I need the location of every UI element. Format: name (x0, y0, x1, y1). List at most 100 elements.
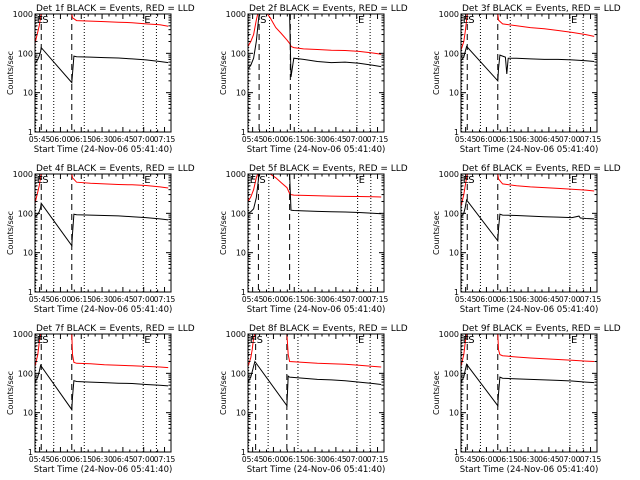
x-tick-label: 07:15 (580, 295, 602, 304)
marker-label: E (571, 335, 577, 346)
y-tick-label: 1000 (226, 330, 246, 339)
y-tick-label: 100 (231, 49, 246, 58)
panel-title: Det 6f BLACK = Events, RED = LLD (462, 164, 621, 174)
x-tick-label: 06:45 (325, 455, 347, 464)
marker-label: E (37, 335, 43, 346)
y-tick-label: 10 (449, 89, 459, 98)
marker-label: E (359, 175, 365, 186)
y-tick-label: 100 (18, 369, 33, 378)
marker-label: S (42, 15, 48, 26)
plot-area (35, 174, 169, 292)
series-line-red (461, 334, 595, 367)
y-tick-label: 100 (444, 49, 459, 58)
x-tick-label: 06:00 (476, 455, 498, 464)
x-tick-label: 06:15 (283, 455, 305, 464)
x-axis-label: Start Time (24-Nov-06 05:41:40) (34, 145, 173, 155)
series-line-black (248, 14, 382, 78)
x-tick-label: 07:00 (346, 295, 368, 304)
y-tick-label: 1 (28, 448, 33, 457)
x-axis-label: Start Time (24-Nov-06 05:41:40) (247, 305, 386, 315)
axes-frame (247, 173, 385, 293)
axes-frame (460, 333, 598, 453)
series-line-red (248, 174, 382, 202)
x-tick-label: 06:15 (496, 295, 518, 304)
x-axis-label: Start Time (24-Nov-06 05:41:40) (460, 465, 599, 475)
panel-title: Det 4f BLACK = Events, RED = LLD (36, 164, 195, 174)
series-line-red (35, 174, 169, 204)
x-axis-label: Start Time (24-Nov-06 05:41:40) (34, 305, 173, 315)
y-tick-label: 1 (28, 288, 33, 297)
plot-area (35, 334, 169, 452)
y-tick-label: 1000 (439, 170, 459, 179)
y-axis-label: Counts/sec (6, 211, 15, 255)
marker-label: S (42, 335, 48, 346)
y-tick-label: 1000 (439, 10, 459, 19)
y-tick-label: 1000 (439, 330, 459, 339)
x-tick-label: 05:45 (29, 135, 51, 144)
panel-title: Det 9f BLACK = Events, RED = LLD (462, 324, 621, 334)
y-tick-label: 10 (23, 249, 33, 258)
y-tick-label: 10 (236, 409, 246, 418)
x-tick-label: 07:15 (154, 135, 176, 144)
series-line-black (248, 174, 382, 215)
y-tick-label: 100 (444, 369, 459, 378)
marker-label: S (260, 15, 266, 26)
plot-area (461, 174, 595, 292)
axes-frame (34, 13, 172, 133)
series-line-black (461, 198, 595, 243)
x-tick-label: 06:15 (70, 295, 92, 304)
marker-label: S (468, 175, 474, 186)
marker-label: E (144, 15, 150, 26)
x-tick-label: 06:15 (70, 455, 92, 464)
marker-label: E (358, 335, 364, 346)
y-tick-label: 1 (454, 288, 459, 297)
x-tick-label: 05:45 (455, 135, 477, 144)
series-line-black (35, 46, 169, 84)
y-tick-label: 100 (231, 369, 246, 378)
x-tick-label: 06:15 (496, 455, 518, 464)
x-tick-label: 05:45 (455, 455, 477, 464)
y-tick-label: 1 (241, 128, 246, 137)
x-tick-label: 06:00 (476, 295, 498, 304)
series-line-black (248, 360, 382, 408)
x-tick-label: 05:45 (455, 295, 477, 304)
y-tick-label: 100 (444, 209, 459, 218)
marker-label: S (468, 15, 474, 26)
series-line-red (35, 14, 169, 44)
x-tick-label: 06:30 (304, 455, 326, 464)
x-axis-label: Start Time (24-Nov-06 05:41:40) (34, 465, 173, 475)
panel-title: Det 8f BLACK = Events, RED = LLD (249, 324, 408, 334)
x-tick-label: 07:00 (346, 135, 368, 144)
series-line-red (248, 334, 382, 368)
x-tick-label: 07:00 (133, 135, 155, 144)
marker-label: E (463, 15, 469, 26)
marker-label: E (37, 175, 43, 186)
x-tick-label: 07:15 (580, 135, 602, 144)
y-tick-label: 1000 (13, 170, 33, 179)
x-tick-label: 07:00 (559, 295, 581, 304)
series-line-red (248, 14, 382, 55)
y-tick-label: 1000 (13, 10, 33, 19)
series-line-black (461, 363, 595, 408)
plot-area (461, 334, 595, 452)
x-tick-label: 07:00 (559, 455, 581, 464)
x-tick-label: 06:00 (263, 135, 285, 144)
x-tick-label: 05:45 (242, 455, 264, 464)
y-tick-label: 100 (18, 209, 33, 218)
x-tick-label: 05:45 (242, 135, 264, 144)
marker-label: E (144, 335, 150, 346)
x-tick-label: 06:15 (496, 135, 518, 144)
y-axis-label: Counts/sec (432, 211, 441, 255)
x-tick-label: 06:30 (517, 455, 539, 464)
plot-area (461, 14, 595, 132)
y-axis-label: Counts/sec (432, 51, 441, 95)
series-line-black (35, 201, 169, 248)
x-tick-label: 07:15 (154, 455, 176, 464)
x-tick-label: 06:30 (304, 295, 326, 304)
